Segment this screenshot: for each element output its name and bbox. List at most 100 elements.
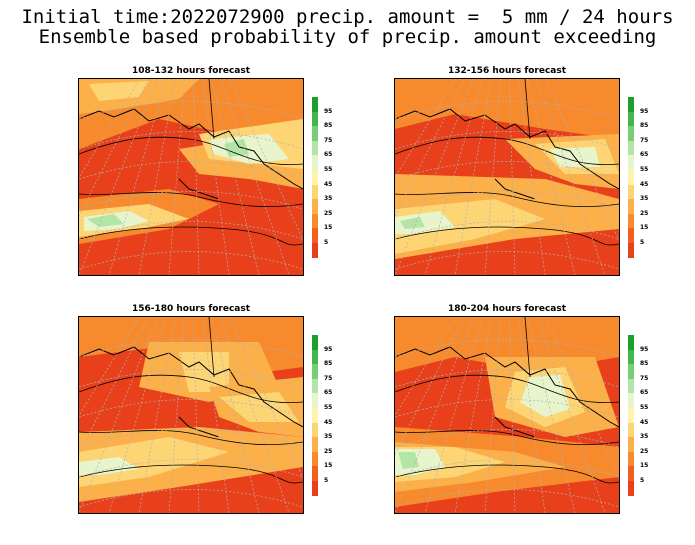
- probability-shading: [87, 214, 124, 227]
- latitude-line: [395, 429, 619, 448]
- colorbar-swatch: [628, 466, 634, 482]
- border-line: [208, 317, 215, 378]
- panel-title: 156-180 hours forecast: [131, 304, 251, 314]
- colorbar-swatch: [312, 111, 318, 127]
- contour-line: [395, 430, 619, 446]
- longitude-line: [395, 79, 474, 275]
- colorbar-swatch: [312, 466, 318, 482]
- contour-line: [395, 136, 619, 166]
- colorbar-label: 35: [640, 433, 649, 441]
- colorbar-label: 85: [640, 122, 649, 130]
- colorbar-swatch: [312, 481, 318, 497]
- probability-map: [394, 78, 620, 276]
- longitude-line: [168, 79, 185, 275]
- contour-line: [79, 136, 303, 166]
- probability-map: [78, 78, 304, 276]
- longitude-line: [395, 79, 465, 217]
- colorbar-label: 95: [324, 345, 333, 353]
- latitude-line: [79, 161, 303, 180]
- longitude-line: [79, 317, 158, 513]
- colorbar-label: 35: [640, 195, 649, 203]
- colorbar-label: 85: [640, 360, 649, 368]
- longitude-line: [527, 317, 576, 513]
- longitude-line: [509, 317, 516, 513]
- probability-shading: [79, 437, 229, 487]
- longitude-line: [79, 79, 158, 275]
- colorbar-label: 15: [324, 224, 333, 232]
- colorbar-label: 85: [324, 360, 333, 368]
- colorbar-label: 45: [324, 180, 333, 188]
- contour-line: [395, 192, 619, 208]
- colorbar-swatch: [312, 243, 318, 259]
- colorbar-label: 95: [640, 107, 649, 115]
- colorbar-swatch: [628, 481, 634, 497]
- longitude-line: [395, 317, 474, 513]
- colorbar-swatch: [312, 378, 318, 394]
- latitude-line: [395, 459, 619, 478]
- probability-shading: [79, 457, 139, 475]
- colorbar-label: 5: [324, 477, 329, 484]
- colorbar-label: 55: [324, 404, 333, 411]
- probability-shading: [398, 452, 419, 469]
- colorbar-swatch: [628, 422, 634, 438]
- border-line: [524, 79, 531, 140]
- colorbar-swatch: [628, 199, 634, 215]
- colorbar-label: 15: [324, 462, 333, 470]
- panel-title: 108-132 hours forecast: [131, 66, 251, 76]
- colorbar-swatch: [312, 437, 318, 453]
- latitude-line: [79, 251, 303, 270]
- colorbar-label: 5: [640, 477, 645, 484]
- colorbar-label: 55: [640, 166, 649, 173]
- longitude-line: [454, 317, 492, 513]
- latitude-line: [79, 429, 303, 448]
- probability-map: [78, 316, 304, 514]
- colorbar-swatch: [312, 199, 318, 215]
- contour-line: [79, 464, 303, 484]
- latitude-line: [395, 221, 619, 240]
- latitude-line: [395, 399, 619, 418]
- colorbar-swatch: [312, 393, 318, 409]
- colorbar-label: 45: [640, 418, 649, 426]
- longitude-line: [536, 317, 606, 513]
- colorbar-swatch: [312, 170, 318, 186]
- colorbar-label: 75: [640, 136, 649, 144]
- colorbar-swatch: [628, 349, 634, 365]
- probability-map: [394, 316, 620, 514]
- longitude-line: [202, 317, 230, 513]
- colorbar-swatch: [312, 140, 318, 156]
- colorbar-swatch: [628, 140, 634, 156]
- colorbar-label: 85: [324, 122, 333, 130]
- longitude-line: [220, 317, 290, 513]
- probability-shading: [219, 392, 299, 422]
- colorbar-label: 75: [324, 374, 333, 382]
- colorbar-label: 5: [324, 239, 329, 246]
- latitude-line: [79, 339, 303, 358]
- colorbar-swatch: [312, 364, 318, 380]
- colorbar-label: 15: [640, 224, 649, 232]
- latitude-line: [79, 221, 303, 240]
- latitude-line: [395, 131, 619, 150]
- latitude-line: [79, 369, 303, 388]
- colorbar-swatch: [628, 228, 634, 244]
- probability-shading: [395, 79, 619, 139]
- colorbar-swatch: [628, 126, 634, 142]
- longitude-line: [211, 317, 260, 513]
- colorbar-swatch: [312, 335, 318, 351]
- colorbar-swatch: [628, 364, 634, 380]
- longitude-line: [202, 79, 230, 275]
- colorbar-label: 35: [324, 433, 333, 441]
- colorbar-swatch: [628, 184, 634, 200]
- colorbar-label: 65: [640, 151, 649, 159]
- colorbar-label: 95: [324, 107, 333, 115]
- colorbar-label: 75: [640, 374, 649, 382]
- colorbar-label: 25: [324, 447, 333, 455]
- colorbar-swatch: [312, 422, 318, 438]
- colorbar-swatch: [628, 97, 634, 113]
- colorbar-label: 55: [640, 404, 649, 411]
- colorbar-label: 25: [640, 209, 649, 217]
- longitude-line: [211, 79, 260, 275]
- colorbar-swatch: [628, 408, 634, 424]
- latitude-line: [79, 191, 303, 210]
- longitude-line: [168, 317, 185, 513]
- contour-line: [395, 374, 619, 404]
